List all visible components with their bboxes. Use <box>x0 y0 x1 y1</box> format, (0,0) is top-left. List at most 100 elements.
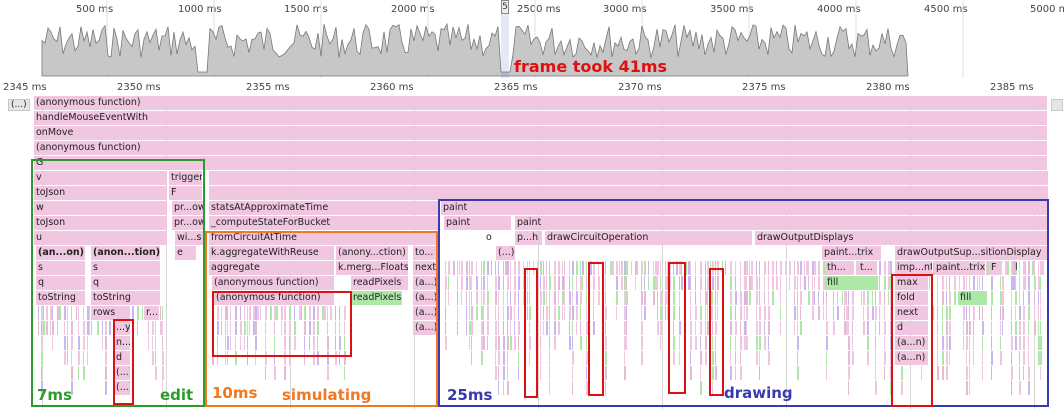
flame-frame[interactable]: k.aggregateWithReuse <box>209 246 335 260</box>
flame-frame[interactable]: (an...on) <box>36 246 86 260</box>
collapsed-frames-right[interactable] <box>1051 99 1063 111</box>
flame-frame[interactable]: p...h <box>515 231 543 245</box>
flame-frame[interactable]: _computeStateForBucket <box>209 216 439 230</box>
flame-frame[interactable]: drawCircuitOperation <box>545 231 753 245</box>
flame-sliver <box>317 306 319 320</box>
flame-frame[interactable]: d <box>895 321 929 335</box>
timeline-overview[interactable]: 500 ms 1000 ms 1500 ms 2000 ms 2500 ms 3… <box>0 0 1064 82</box>
flame-frame[interactable]: o <box>484 231 496 245</box>
flame-frame[interactable]: statsAtApproximateTime <box>209 201 439 215</box>
flame-sliver <box>274 366 276 380</box>
flame-frame[interactable]: paint <box>444 216 512 230</box>
flame-frame[interactable] <box>209 186 1049 200</box>
flame-frame[interactable]: l <box>1013 261 1023 275</box>
flame-sliver <box>626 261 628 275</box>
flame-frame[interactable]: (anonymous function) <box>34 141 1048 155</box>
flame-frame[interactable]: imp...nt <box>895 261 933 275</box>
flame-frame[interactable]: v <box>34 171 168 185</box>
flame-frame[interactable]: s <box>36 261 86 275</box>
flame-sliver <box>921 366 922 380</box>
flame-sliver <box>686 261 687 275</box>
flame-frame[interactable]: k.merg...Floats <box>336 261 409 275</box>
flame-sliver <box>41 321 42 335</box>
flame-frame[interactable]: rows <box>91 306 131 320</box>
flame-frame[interactable]: n... <box>114 336 131 350</box>
flame-frame[interactable]: th... <box>825 261 855 275</box>
flame-frame[interactable]: pr...ow <box>172 201 206 215</box>
flame-sliver <box>744 321 746 335</box>
flame-frame[interactable]: q <box>36 276 86 290</box>
flame-frame[interactable]: (anonymous function) <box>34 96 1048 110</box>
flame-sliver <box>313 351 315 365</box>
flame-frame[interactable]: next <box>895 306 929 320</box>
flame-frame[interactable]: toJson <box>34 186 168 200</box>
flame-frame[interactable]: F <box>169 186 203 200</box>
flame-frame[interactable]: w <box>34 201 168 215</box>
flame-sliver <box>518 351 519 365</box>
collapsed-frames-left[interactable]: (...) <box>8 99 30 111</box>
flame-sliver <box>1034 276 1036 290</box>
flame-sliver <box>1040 306 1041 320</box>
flame-sliver <box>966 276 967 290</box>
overview-selection[interactable]: 5 <box>501 0 509 80</box>
flame-sliver <box>514 291 516 305</box>
flame-sliver <box>812 306 814 320</box>
flame-sliver <box>641 306 642 320</box>
flame-frame[interactable]: (a...n) <box>895 336 929 350</box>
flame-sliver <box>740 306 742 320</box>
flame-frame[interactable]: paint...trix <box>934 261 986 275</box>
flame-frame[interactable]: t... <box>858 261 878 275</box>
flame-frame[interactable]: (anony...ction) <box>336 246 409 260</box>
flame-sliver <box>304 306 306 320</box>
flame-sliver <box>105 321 107 335</box>
flame-frame[interactable]: handleMouseEventWith <box>34 111 1048 125</box>
flame-frame[interactable]: F <box>989 261 1003 275</box>
flame-frame[interactable]: u <box>34 231 168 245</box>
flame-frame[interactable]: v <box>209 171 1049 185</box>
flame-frame[interactable]: readPixels <box>351 291 403 305</box>
flame-frame[interactable]: r... <box>144 306 160 320</box>
flame-frame[interactable]: (anon...tion) <box>91 246 161 260</box>
flame-frame[interactable]: pr...ow <box>172 216 206 230</box>
flame-frame[interactable]: s <box>91 261 161 275</box>
flame-frame[interactable]: d <box>114 351 131 365</box>
flame-sliver <box>800 276 801 290</box>
flame-frame[interactable]: ...y <box>114 321 131 335</box>
flame-frame[interactable]: aggregate <box>209 261 335 275</box>
flame-frame[interactable]: fill <box>958 291 988 305</box>
flame-frame[interactable]: readPixels <box>351 276 409 290</box>
flame-frame[interactable]: max <box>895 276 929 290</box>
flame-frame[interactable]: toJson <box>34 216 168 230</box>
flame-frame[interactable]: G <box>34 156 1048 170</box>
flame-sliver <box>558 321 560 335</box>
flame-sliver <box>746 291 748 305</box>
flame-frame[interactable]: fill <box>825 276 879 290</box>
flame-frame[interactable]: q <box>91 276 161 290</box>
flame-sliver <box>867 351 869 365</box>
flame-sliver <box>740 366 742 380</box>
flame-frame[interactable]: fold <box>895 291 929 305</box>
flame-sliver <box>768 291 769 305</box>
flame-frame[interactable]: (anonymous function) <box>214 291 335 305</box>
flame-frame[interactable]: e <box>175 246 197 260</box>
flame-frame[interactable]: (anonymous function) <box>212 276 335 290</box>
flame-sliver <box>982 366 983 380</box>
flame-chart[interactable]: (...) (anonymous function) handleMouseEv… <box>0 96 1064 409</box>
flame-frame[interactable]: trigger <box>169 171 203 185</box>
flame-sliver <box>67 321 68 335</box>
flame-frame[interactable]: (...) <box>114 366 131 380</box>
flame-frame[interactable]: (a...n) <box>895 351 929 365</box>
flame-sliver <box>705 276 706 290</box>
flame-sliver <box>448 291 449 305</box>
flame-sliver <box>43 321 45 335</box>
flame-frame[interactable]: paint...trix <box>822 246 882 260</box>
flame-frame[interactable]: (...) <box>114 381 131 395</box>
flame-sliver <box>78 306 79 320</box>
flame-frame[interactable]: onMove <box>34 126 1048 140</box>
flame-sliver <box>946 306 948 320</box>
flame-frame[interactable]: toString <box>91 291 161 305</box>
flame-frame[interactable]: (...) <box>496 246 516 260</box>
selection-handle[interactable]: 5 <box>501 0 509 14</box>
flame-frame[interactable]: toString <box>36 291 86 305</box>
flame-sliver <box>776 276 778 290</box>
